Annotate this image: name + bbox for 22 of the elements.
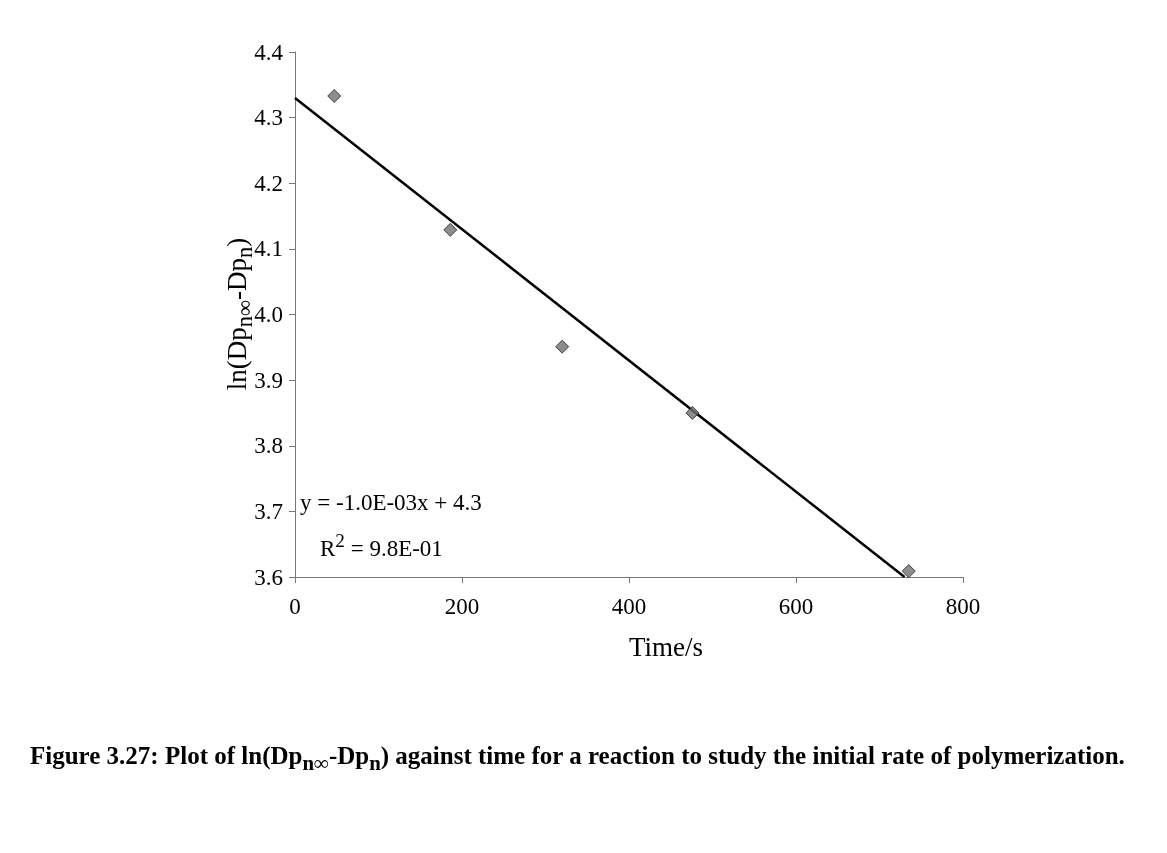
point xyxy=(901,564,916,579)
y-tick-label: 4.2 xyxy=(254,170,283,196)
x-axis-title: Time/s xyxy=(629,632,704,663)
y-tick-label: 4.0 xyxy=(254,302,283,327)
annotation: y = -1.0E-03x + 4.3 xyxy=(300,490,482,516)
point xyxy=(555,339,570,354)
point xyxy=(685,405,700,420)
text: Figure 3.27: Plot of ln(Dp$_{n∞}$-Dp$_{n}$) against time for a reaction to study the initial rate of polymerization. xyxy=(29,741,1126,777)
point xyxy=(327,88,342,103)
point xyxy=(443,222,458,237)
y-tick-label: 4.1 xyxy=(254,236,283,262)
x-tick-label: 400 xyxy=(611,594,647,619)
y-tick-label: 4.4 xyxy=(254,39,284,65)
x-tick-label: 200 xyxy=(444,594,480,619)
y-tick-label: 3.8 xyxy=(254,433,283,459)
y-tick-label: 3.7 xyxy=(254,498,283,524)
y-tick-label: 4.3 xyxy=(254,105,283,131)
x-tick-label: 800 xyxy=(945,594,981,619)
y-tick-label: 3.6 xyxy=(254,564,283,590)
x-tick-label: 0 xyxy=(289,594,301,619)
x-tick-label: 600 xyxy=(778,594,814,619)
annotation: R$^{2}$ = 9.8E-01 xyxy=(320,530,443,562)
